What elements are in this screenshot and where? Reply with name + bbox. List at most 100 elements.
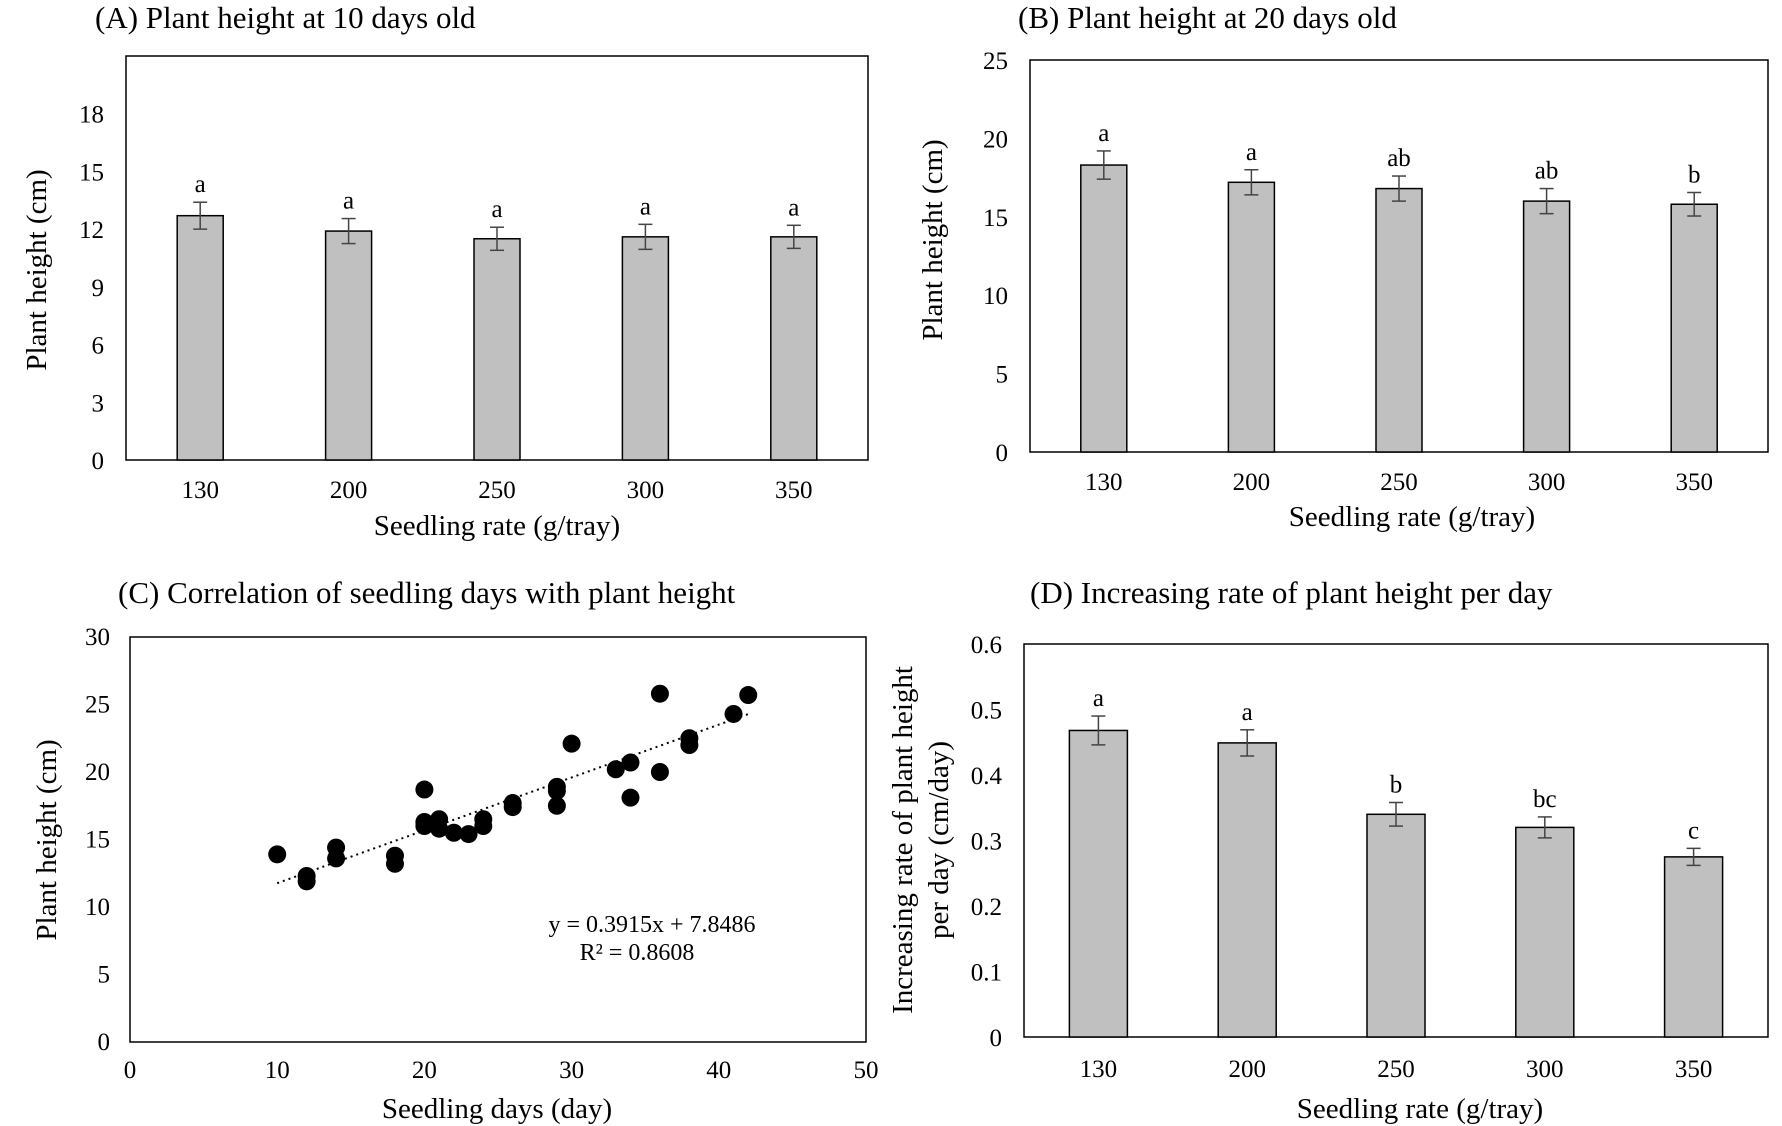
panel-d-error-bar [1091, 715, 1106, 746]
panel-c-ytick-label: 15 [85, 827, 110, 854]
panel-a-xtick-label: 250 [478, 477, 516, 504]
panel-b-yticks: 0 5 10 15 20 25 [983, 48, 1008, 467]
panel-c-data-point [415, 780, 434, 799]
panel-b-significance-letter: a [1098, 120, 1109, 147]
panel-d-bar [1068, 729, 1129, 1038]
panel-d: (D) Increasing rate of plant height per … [887, 575, 1769, 1125]
panel-c-data-point [606, 760, 625, 779]
panel-d-title: (D) Increasing rate of plant height per … [1030, 575, 1553, 610]
panel-b-xtick-label: 200 [1233, 469, 1271, 496]
panel-a-ytick-label: 18 [79, 102, 104, 129]
panel-a-bar [324, 230, 373, 461]
panel-a-error-bar [638, 223, 653, 251]
panel-d-bar [1366, 813, 1426, 1038]
panel-c-ytick-label: 5 [98, 962, 111, 989]
panel-a-yticks: 0 3 6 9 12 15 18 [79, 102, 104, 475]
panel-d-ytick-label: 0.2 [971, 894, 1002, 921]
panel-a-ytick-label: 9 [92, 275, 105, 302]
panel-d-xtick-label: 350 [1675, 1056, 1713, 1083]
panel-a-ytick-label: 12 [79, 217, 104, 244]
panel-c-data-point [680, 736, 699, 754]
panel-a-xlabel: Seedling rate (g/tray) [374, 510, 620, 542]
panel-b-ytick-label: 20 [983, 126, 1008, 153]
panel-b-title: (B) Plant height at 20 days old [1018, 0, 1397, 35]
panel-c-data-point [297, 872, 316, 891]
panel-c-r2: R² = 0.8608 [580, 940, 695, 966]
panel-d-xtick-label: 200 [1228, 1056, 1266, 1083]
panel-a-bar [770, 236, 818, 461]
panel-c-xtick-label: 10 [265, 1057, 290, 1084]
panel-b-significance-letter: a [1246, 139, 1257, 166]
panel-b-xtick-label: 250 [1380, 469, 1418, 496]
panel-a-title: (A) Plant height at 10 days old [95, 0, 476, 35]
panel-a-ytick-label: 3 [92, 390, 105, 417]
panel-a-xtick-label: 130 [181, 477, 219, 504]
panel-c-data-point [268, 845, 287, 864]
panel-a-significance-letter: a [343, 188, 354, 215]
panel-c-xtick-label: 30 [559, 1057, 584, 1084]
panel-b-ytick-label: 0 [996, 440, 1009, 467]
panel-b-error-bar [1096, 150, 1111, 180]
panel-d-error-bar [1240, 729, 1255, 757]
panel-a-error-bar [341, 217, 356, 245]
panel-a-bar [473, 238, 521, 461]
panel-d-error-bar [1686, 847, 1701, 867]
panel-d-significance-letter: c [1688, 817, 1699, 844]
panel-c-ytick-label: 25 [85, 692, 110, 719]
panel-c-data-point [415, 817, 434, 835]
panel-b-xtick-label: 300 [1528, 469, 1566, 496]
panel-d-ylabel-line2: per day (cm/day) [923, 741, 955, 939]
panel-b-significance-letter: ab [1535, 158, 1559, 185]
panel-a-error-bar [786, 224, 801, 250]
panel-c-data-point [621, 788, 640, 807]
panel-b-ytick-label: 25 [983, 48, 1008, 75]
panel-c-data-point [327, 849, 346, 868]
panel-a-xtick-label: 200 [330, 477, 368, 504]
panel-d-significance-letter: b [1390, 772, 1403, 799]
panel-d-xlabel: Seedling rate (g/tray) [1297, 1093, 1543, 1125]
panel-b-error-bar [1687, 191, 1702, 217]
panel-a-significance-letter: a [491, 196, 502, 223]
panel-d-ylabel-line1: Increasing rate of plant height [887, 666, 919, 1014]
panel-b-error-bar [1392, 175, 1406, 202]
panel-c-data-point [562, 734, 581, 753]
panel-d-yticks: 0 0.1 0.2 0.3 0.4 0.5 0.6 [971, 632, 1003, 1052]
panel-c-equation: y = 0.3915x + 7.8486 [548, 912, 755, 938]
panel-a-ylabel: Plant height (cm) [21, 169, 53, 370]
panel-b-error-bar [1244, 169, 1259, 196]
panel-d-bars: a a b bc c [1068, 685, 1724, 1038]
panel-b-bar [1227, 181, 1276, 453]
panel-d-ytick-label: 0.4 [971, 763, 1003, 790]
panel-a: (A) Plant height at 10 days old 0 3 6 9 12 15… [21, 0, 869, 542]
panel-b-bar [1375, 187, 1423, 453]
panel-d-bar [1515, 826, 1575, 1038]
panel-d-ytick-label: 0.1 [971, 960, 1002, 987]
panel-c-xtick-label: 0 [124, 1057, 137, 1084]
panel-b-xlabel: Seedling rate (g/tray) [1289, 501, 1535, 533]
panel-d-ytick-label: 0.6 [971, 632, 1002, 659]
panel-c-ytick-label: 10 [85, 894, 110, 921]
panel-a-ytick-label: 0 [92, 448, 105, 475]
panel-b-significance-letter: ab [1387, 145, 1411, 172]
panel-c-points [268, 684, 758, 891]
panel-d-xtick-label: 130 [1080, 1056, 1118, 1083]
panel-a-xticks: 130 200 250 300 350 [181, 477, 812, 504]
panel-c-data-point [724, 704, 743, 723]
panel-c-data-point [430, 819, 449, 838]
panel-c-data-point [739, 686, 758, 705]
panel-c-ytick-label: 30 [85, 624, 110, 651]
panel-c-ytick-label: 0 [98, 1029, 111, 1056]
panel-c-yticks: 0 5 10 15 20 25 30 [85, 624, 110, 1056]
panel-d-xtick-label: 250 [1377, 1056, 1415, 1083]
panel-a-ytick-label: 6 [92, 333, 105, 360]
panel-d-xtick-label: 300 [1526, 1056, 1564, 1083]
panel-c-xtick-label: 20 [412, 1057, 437, 1084]
panel-b: (B) Plant height at 20 days old 0 5 10 15 20… [917, 0, 1769, 533]
panel-c-xlabel: Seedling days (day) [382, 1093, 612, 1125]
panel-b-bar [1080, 164, 1128, 453]
panel-c-ytick-label: 20 [85, 759, 110, 786]
panel-d-error-bar [1389, 801, 1403, 827]
panel-d-ytick-label: 0.3 [971, 829, 1002, 856]
panel-c: (C) Correlation of seedling days with pl… [31, 575, 879, 1125]
panel-c-data-point [621, 753, 640, 772]
